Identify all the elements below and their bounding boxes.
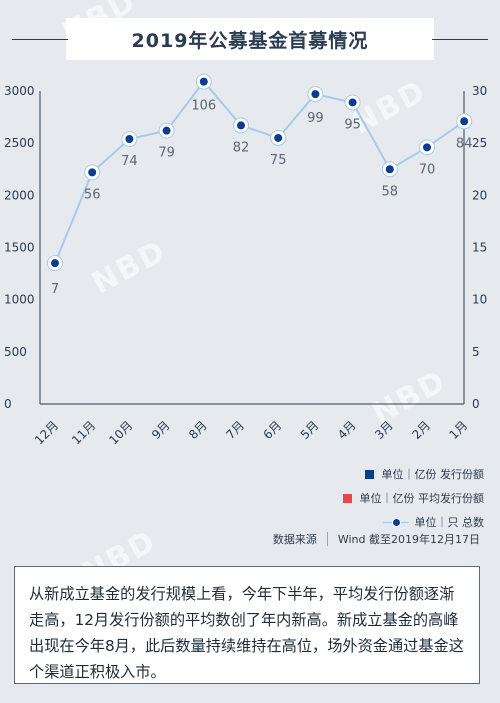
- chart-title: 2019年公募基金首募情况: [131, 29, 369, 52]
- data-label: 75: [270, 153, 287, 168]
- data-label: 7: [51, 282, 59, 297]
- right-tick-label: 15: [472, 241, 487, 255]
- x-tick-label: 9月: [149, 418, 173, 442]
- data-label: 79: [158, 146, 175, 161]
- source-label: 数据来源: [272, 533, 317, 546]
- data-point: [162, 126, 171, 135]
- legend-swatch: [364, 469, 374, 479]
- data-point: [274, 133, 283, 142]
- summary-note: 从新成立基金的发行规模上看，今年下半年，平均发行份额逐渐走高，12月发行份额的平…: [14, 566, 480, 684]
- right-tick-label: 0: [472, 397, 480, 411]
- left-tick-label: 0: [4, 397, 12, 411]
- x-tick-label: 3月: [372, 418, 396, 442]
- x-tick-label: 5月: [298, 418, 322, 442]
- left-tick-label: 3000: [4, 84, 35, 98]
- data-point: [51, 259, 59, 268]
- data-point: [125, 134, 134, 143]
- left-tick-label: 1500: [4, 241, 35, 255]
- source-value: Wind 截至2019年12月17日: [337, 533, 480, 546]
- right-tick-label: 10: [472, 293, 487, 307]
- data-label: 95: [344, 117, 361, 132]
- legend-item-issuance: 单位｜亿份 发行份额: [244, 462, 484, 486]
- legend-label: 单位｜亿份 发行份额: [381, 468, 485, 481]
- left-tick-label: 1000: [4, 293, 35, 307]
- right-tick-label: 30: [472, 84, 487, 98]
- data-label: 56: [84, 187, 101, 202]
- legend-label: 单位｜亿份 平均发行份额: [359, 492, 485, 505]
- data-label: 58: [382, 184, 399, 199]
- right-tick-label: 5: [472, 345, 480, 359]
- legend-swatch: [342, 493, 352, 503]
- legend-line-marker: [382, 517, 409, 527]
- left-tick-label: 2000: [4, 188, 35, 202]
- data-point: [199, 77, 208, 86]
- data-label: 84: [456, 136, 473, 151]
- x-tick-label: 6月: [261, 418, 285, 442]
- legend-label: 单位｜只 总数: [414, 516, 485, 529]
- data-point: [88, 168, 97, 177]
- legend: 单位｜亿份 发行份额 单位｜亿份 平均发行份额 单位｜只 总数: [244, 462, 484, 534]
- x-tick-label: 10月: [106, 418, 135, 447]
- x-tick-label: 2月: [409, 418, 433, 442]
- left-tick-label: 500: [4, 345, 27, 359]
- data-point: [385, 165, 394, 174]
- data-source: 数据来源 Wind 截至2019年12月17日: [273, 531, 480, 547]
- right-tick-label: 25: [472, 136, 487, 150]
- data-label: 70: [419, 162, 436, 177]
- legend-item-count: 单位｜只 总数: [244, 510, 484, 534]
- legend-item-average: 单位｜亿份 平均发行份额: [244, 486, 484, 510]
- data-point: [311, 90, 320, 99]
- left-tick-label: 2500: [4, 136, 35, 150]
- x-tick-label: 1月: [447, 418, 471, 442]
- x-tick-label: 7月: [223, 418, 247, 442]
- x-tick-label: 8月: [186, 418, 210, 442]
- data-label: 99: [307, 111, 324, 126]
- data-point: [460, 117, 469, 126]
- data-point: [423, 143, 431, 152]
- data-label: 82: [233, 140, 250, 155]
- data-point: [348, 98, 357, 107]
- x-tick-label: 12月: [32, 418, 61, 447]
- title-box: 2019年公募基金首募情况: [12, 18, 488, 60]
- x-tick-label: 11月: [69, 418, 98, 447]
- series-line: [54, 80, 465, 264]
- data-label: 74: [121, 154, 138, 169]
- data-point: [237, 121, 245, 130]
- x-tick-label: 4月: [335, 418, 359, 442]
- data-label: 106: [191, 99, 216, 114]
- source-divider: [326, 532, 328, 546]
- right-tick-label: 20: [472, 188, 487, 202]
- chart: 0 500 1000 1500 2000 2500 3000 0 5 10 15 20 25 30 12月 1…: [4, 73, 487, 447]
